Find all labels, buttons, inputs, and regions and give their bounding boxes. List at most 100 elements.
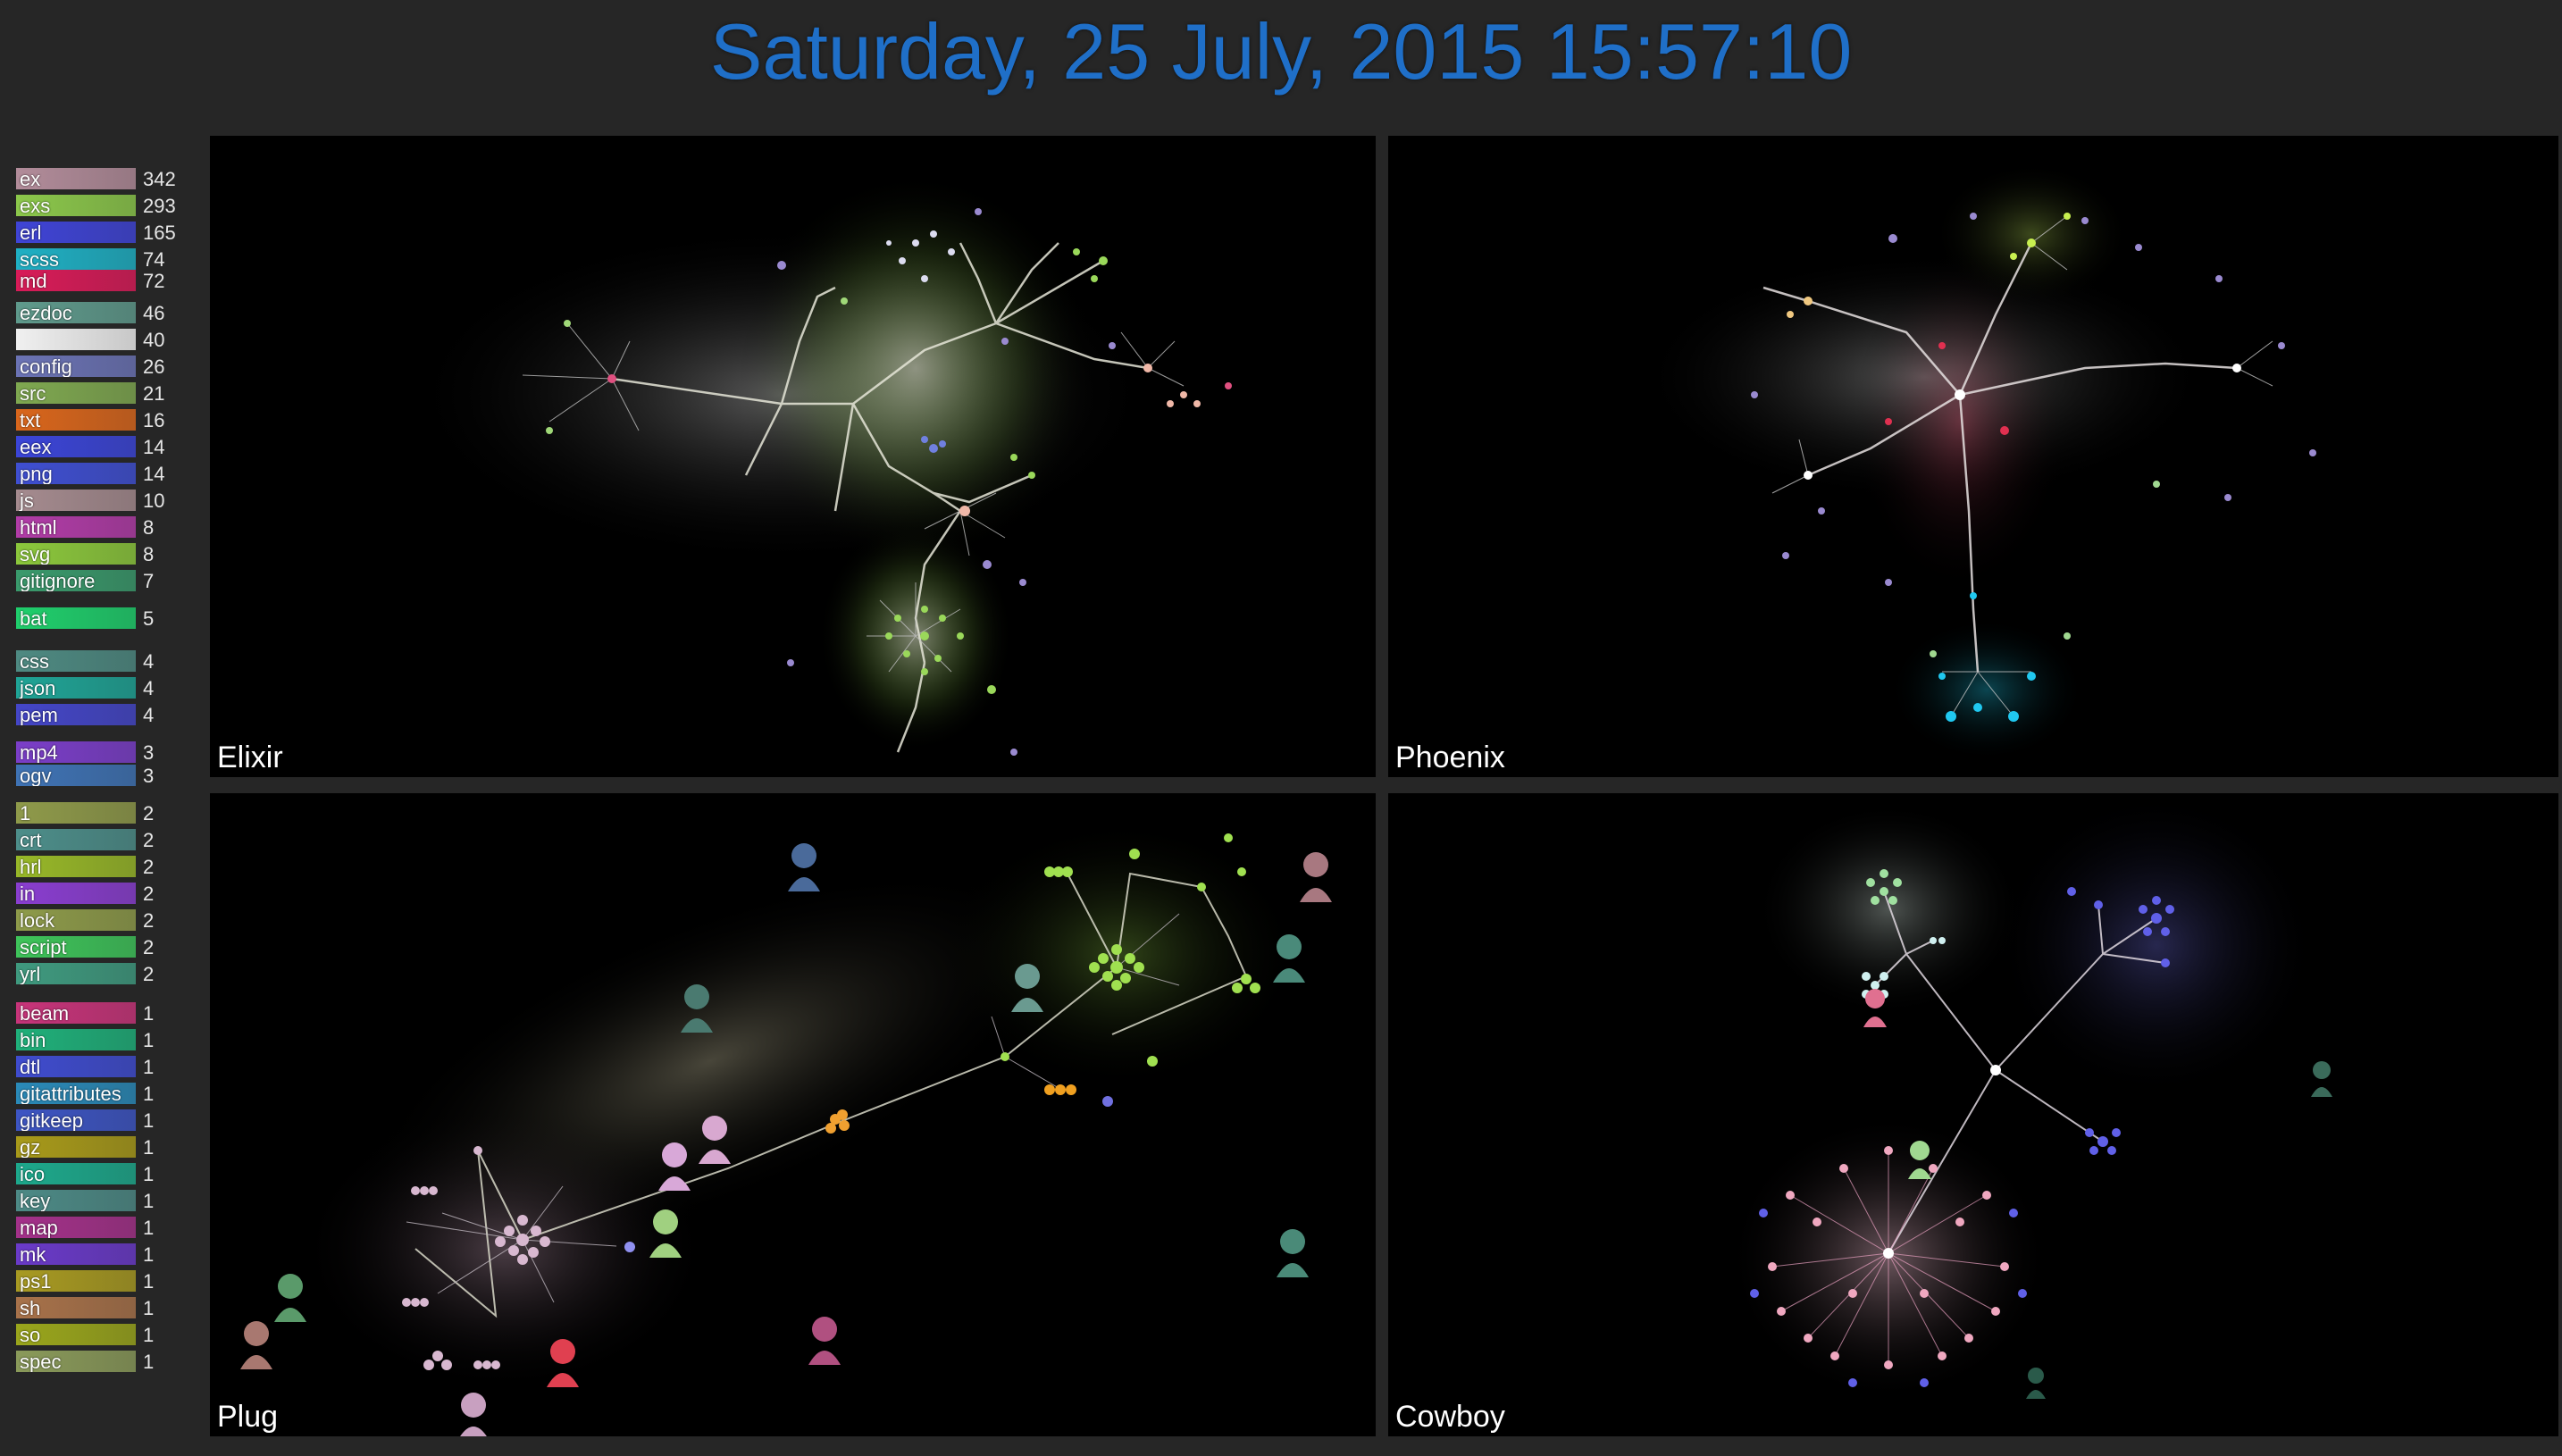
legend-ext-label: md bbox=[16, 270, 136, 291]
legend-ext-label: ogv bbox=[16, 765, 136, 786]
legend-ext-label: 1 bbox=[16, 802, 136, 824]
legend-count: 1 bbox=[143, 1243, 155, 1266]
legend-count: 74 bbox=[143, 248, 165, 271]
legend-ext-label: gitattributes bbox=[16, 1083, 136, 1104]
legend-row-dtl: dtl 1 bbox=[16, 1056, 213, 1079]
legend-row-map: map 1 bbox=[16, 1217, 213, 1240]
legend-row-txt: txt 16 bbox=[16, 409, 213, 432]
legend-row-bat: bat 5 bbox=[16, 607, 213, 631]
file-extension-legend: ex 342 exs 293 erl 165 scss 74 md 72 ezdoc 46 40 conf… bbox=[0, 134, 205, 1456]
legend-row-json: json 4 bbox=[16, 677, 213, 700]
legend-count: 1 bbox=[143, 1351, 155, 1373]
legend-ext-label: json bbox=[16, 677, 136, 699]
legend-ext-label: js bbox=[16, 490, 136, 511]
legend-ext-label: lock bbox=[16, 909, 136, 931]
legend-row-bin: bin 1 bbox=[16, 1029, 213, 1052]
legend-row-beam: beam 1 bbox=[16, 1002, 213, 1025]
legend-row-ezdoc: ezdoc 46 bbox=[16, 302, 213, 325]
date-time-title: Saturday, 25 July, 2015 15:57:10 bbox=[709, 7, 1853, 96]
legend-row-md: md 72 bbox=[16, 270, 213, 293]
legend-ext-label: css bbox=[16, 650, 136, 672]
plug-graph bbox=[240, 820, 1332, 1436]
legend-count: 1 bbox=[143, 1163, 155, 1185]
legend-count: 342 bbox=[143, 168, 176, 190]
legend-row-exs: exs 293 bbox=[16, 195, 213, 218]
legend-row-gz: gz 1 bbox=[16, 1136, 213, 1159]
legend-count: 4 bbox=[143, 677, 155, 699]
legend-count: 2 bbox=[143, 936, 155, 958]
legend-count: 1 bbox=[143, 1056, 155, 1078]
legend-count: 1 bbox=[143, 1190, 155, 1212]
legend-ext-label: ps1 bbox=[16, 1270, 136, 1292]
legend-row-spec: spec 1 bbox=[16, 1351, 213, 1374]
legend-ext-label: map bbox=[16, 1217, 136, 1238]
cowboy-graph bbox=[1728, 793, 2332, 1401]
repo-panel-plug[interactable]: Plug bbox=[210, 793, 1376, 1436]
legend-ext-label: in bbox=[16, 883, 136, 904]
legend-row-scss: scss 74 bbox=[16, 248, 213, 272]
legend-ext-label: pem bbox=[16, 704, 136, 725]
legend-ext-label: bin bbox=[16, 1029, 136, 1050]
legend-count: 1 bbox=[143, 1029, 155, 1051]
legend-row-yrl: yrl 2 bbox=[16, 963, 213, 986]
legend-row-so: so 1 bbox=[16, 1324, 213, 1347]
legend-count: 4 bbox=[143, 704, 155, 726]
legend-ext-label: ezdoc bbox=[16, 302, 136, 323]
legend-count: 3 bbox=[143, 765, 155, 787]
legend-count: 1 bbox=[143, 1270, 155, 1293]
legend-count: 1 bbox=[143, 1217, 155, 1239]
legend-ext-label: exs bbox=[16, 195, 136, 216]
panel-title-elixir: Elixir bbox=[217, 741, 283, 774]
legend-row-erl: erl 165 bbox=[16, 222, 213, 245]
legend-row-gitattributes: gitattributes 1 bbox=[16, 1083, 213, 1106]
legend-ext-label: ico bbox=[16, 1163, 136, 1184]
phoenix-graph bbox=[1638, 163, 2316, 761]
legend-row-mp4: mp4 3 bbox=[16, 741, 213, 765]
legend-row-src: src 21 bbox=[16, 382, 213, 406]
legend-count: 1 bbox=[143, 1109, 155, 1132]
legend-count: 4 bbox=[143, 650, 155, 673]
legend-ext-label: beam bbox=[16, 1002, 136, 1024]
legend-ext-label: gitignore bbox=[16, 570, 136, 591]
legend-count: 2 bbox=[143, 856, 155, 878]
legend-ext-label: crt bbox=[16, 829, 136, 850]
legend-count: 21 bbox=[143, 382, 165, 405]
legend-count: 1 bbox=[143, 1297, 155, 1319]
legend-count: 2 bbox=[143, 802, 155, 824]
legend-ext-label: txt bbox=[16, 409, 136, 431]
legend-row-ico: ico 1 bbox=[16, 1163, 213, 1186]
legend-ext-label: yrl bbox=[16, 963, 136, 984]
legend-ext-label: config bbox=[16, 356, 136, 377]
legend-row-pem: pem 4 bbox=[16, 704, 213, 727]
panel-title-cowboy: Cowboy bbox=[1395, 1400, 1505, 1434]
legend-ext-label bbox=[16, 329, 136, 350]
legend-ext-label: ex bbox=[16, 168, 136, 189]
legend-ext-label: gz bbox=[16, 1136, 136, 1158]
repo-panel-elixir[interactable]: Elixir bbox=[210, 136, 1376, 777]
legend-ext-label: gitkeep bbox=[16, 1109, 136, 1131]
legend-count: 293 bbox=[143, 195, 176, 217]
legend-count: 1 bbox=[143, 1002, 155, 1025]
legend-count: 165 bbox=[143, 222, 176, 244]
legend-ext-label: bat bbox=[16, 607, 136, 629]
legend-row-hrl: hrl 2 bbox=[16, 856, 213, 879]
legend-row-blank: 40 bbox=[16, 329, 213, 352]
legend-row-mk: mk 1 bbox=[16, 1243, 213, 1267]
legend-row-ex: ex 342 bbox=[16, 168, 213, 191]
repo-panel-phoenix[interactable]: Phoenix bbox=[1388, 136, 2558, 777]
legend-ext-label: png bbox=[16, 463, 136, 484]
legend-row-ps1: ps1 1 bbox=[16, 1270, 213, 1293]
legend-row-sh: sh 1 bbox=[16, 1297, 213, 1320]
repo-panel-cowboy[interactable]: Cowboy bbox=[1388, 793, 2558, 1436]
legend-row-in: in 2 bbox=[16, 883, 213, 906]
legend-ext-label: eex bbox=[16, 436, 136, 457]
legend-count: 8 bbox=[143, 516, 155, 539]
legend-ext-label: hrl bbox=[16, 856, 136, 877]
legend-ext-label: src bbox=[16, 382, 136, 404]
legend-count: 16 bbox=[143, 409, 165, 431]
legend-count: 26 bbox=[143, 356, 165, 378]
legend-ext-label: dtl bbox=[16, 1056, 136, 1077]
legend-ext-label: spec bbox=[16, 1351, 136, 1372]
legend-row-script: script 2 bbox=[16, 936, 213, 959]
legend-row-js: js 10 bbox=[16, 490, 213, 513]
